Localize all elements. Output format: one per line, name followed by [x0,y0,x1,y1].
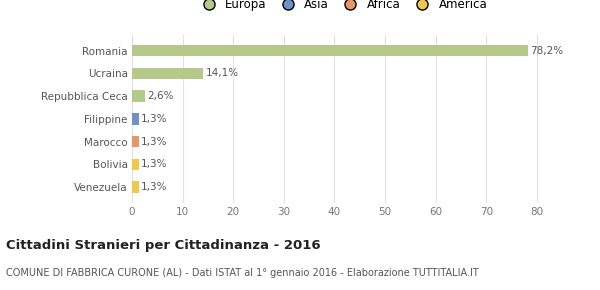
Legend: Europa, Asia, Africa, America: Europa, Asia, Africa, America [192,0,492,15]
Text: 1,3%: 1,3% [141,160,167,169]
Text: 1,3%: 1,3% [141,182,167,192]
Text: Cittadini Stranieri per Cittadinanza - 2016: Cittadini Stranieri per Cittadinanza - 2… [6,239,320,252]
Bar [132,159,139,170]
Text: 1,3%: 1,3% [141,114,167,124]
Bar [132,113,139,125]
Bar [132,182,139,193]
Bar [132,45,528,56]
Text: 2,6%: 2,6% [148,91,174,101]
Text: 14,1%: 14,1% [206,68,239,78]
Text: 1,3%: 1,3% [141,137,167,147]
Text: COMUNE DI FABBRICA CURONE (AL) - Dati ISTAT al 1° gennaio 2016 - Elaborazione TU: COMUNE DI FABBRICA CURONE (AL) - Dati IS… [6,268,479,278]
Bar [132,136,139,147]
Bar [132,68,203,79]
Text: 78,2%: 78,2% [530,46,563,56]
Bar [132,90,145,102]
